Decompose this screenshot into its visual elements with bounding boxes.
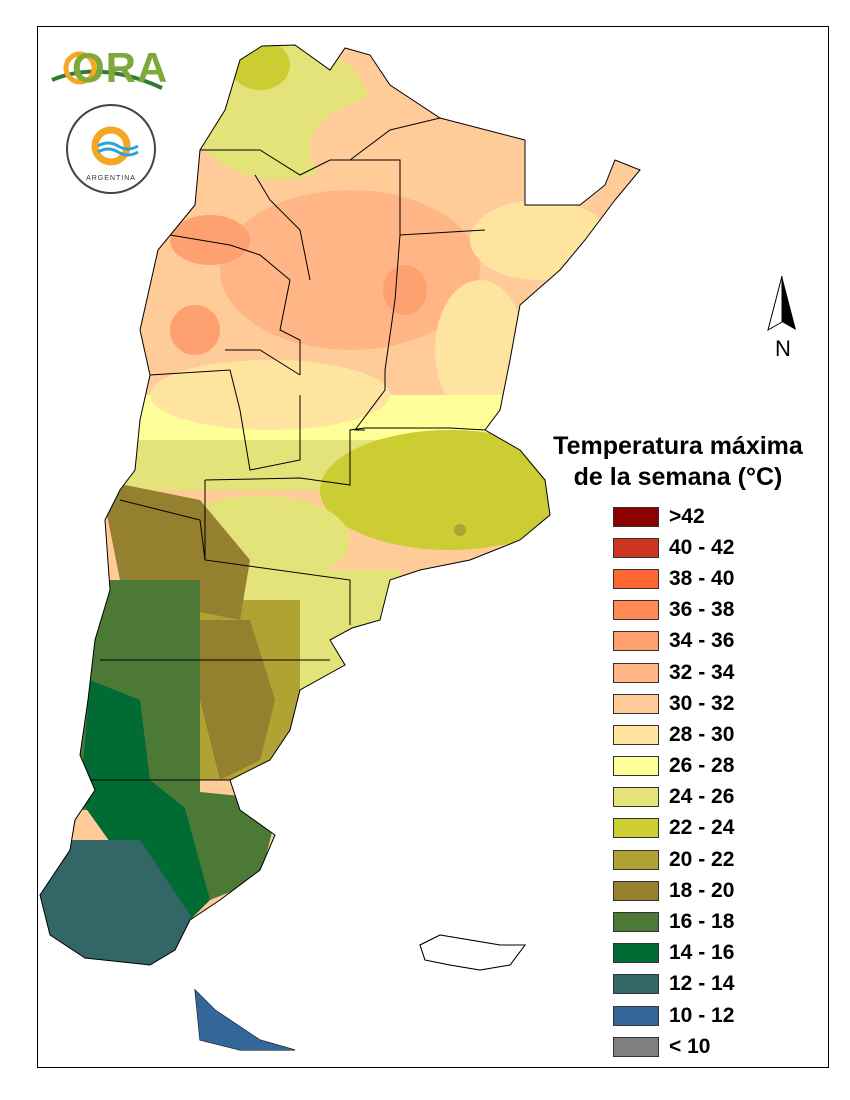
ora-swoosh-icon [51, 51, 163, 90]
legend-item: 34 - 36 [613, 626, 813, 657]
legend-swatch [613, 662, 659, 683]
map-frame [37, 26, 829, 1068]
legend-item: 12 - 14 [613, 969, 813, 1000]
legend-label: 34 - 36 [669, 629, 735, 653]
legend: Temperatura máxima de la semana (°C) >42… [543, 431, 813, 1062]
legend-swatch [613, 1005, 659, 1026]
legend-item: 24 - 26 [613, 782, 813, 813]
legend-label: 38 - 40 [669, 566, 735, 590]
legend-label: 36 - 38 [669, 598, 735, 622]
legend-item: 28 - 30 [613, 719, 813, 750]
legend-item: 32 - 34 [613, 657, 813, 688]
north-label: N [775, 336, 791, 361]
ora-logo: ORA [50, 40, 169, 100]
legend-swatch [613, 506, 659, 527]
legend-list: >42 40 - 42 38 - 40 36 - 38 34 - 36 32 - 34 30… [613, 501, 813, 1062]
legend-swatch [613, 631, 659, 652]
legend-title-line2: de la semana (°C) [573, 463, 783, 491]
legend-item: 16 - 18 [613, 906, 813, 937]
legend-swatch [613, 787, 659, 808]
smn-wave-icon [91, 126, 139, 166]
legend-label: 18 - 20 [669, 878, 735, 902]
legend-swatch [613, 600, 659, 621]
ora-logo-text: ORA [72, 44, 169, 91]
legend-swatch [613, 1036, 659, 1057]
legend-item: 26 - 28 [613, 751, 813, 782]
legend-item: 18 - 20 [613, 875, 813, 906]
legend-item: 36 - 38 [613, 595, 813, 626]
legend-label: 10 - 12 [669, 1003, 735, 1027]
legend-label: 12 - 14 [669, 972, 735, 996]
legend-label: 40 - 42 [669, 535, 735, 559]
legend-swatch [613, 537, 659, 558]
legend-item: 30 - 32 [613, 688, 813, 719]
legend-item: 38 - 40 [613, 563, 813, 594]
legend-label: 16 - 18 [669, 910, 735, 934]
smn-logo: ARGENTINA [66, 104, 156, 194]
legend-swatch [613, 849, 659, 870]
legend-label: 22 - 24 [669, 816, 735, 840]
legend-label: 28 - 30 [669, 722, 735, 746]
legend-swatch [613, 724, 659, 745]
legend-swatch [613, 974, 659, 995]
legend-title: Temperatura máxima de la semana (°C) [543, 431, 813, 493]
legend-label: 32 - 34 [669, 660, 735, 684]
north-arrow-icon [767, 275, 796, 332]
legend-swatch [613, 568, 659, 589]
legend-swatch [613, 912, 659, 933]
smn-logo-text: ARGENTINA [86, 175, 136, 182]
legend-label: 24 - 26 [669, 785, 735, 809]
legend-label: 30 - 32 [669, 691, 735, 715]
north-arrow: N [760, 274, 806, 364]
smn-emblem: ARGENTINA [66, 104, 156, 194]
legend-swatch [613, 693, 659, 714]
legend-item: < 10 [613, 1031, 813, 1062]
legend-item: 22 - 24 [613, 813, 813, 844]
legend-label: 26 - 28 [669, 754, 735, 778]
legend-label: < 10 [669, 1034, 711, 1058]
legend-title-line1: Temperatura máxima [553, 432, 803, 460]
legend-swatch [613, 943, 659, 964]
legend-label: >42 [669, 504, 705, 528]
legend-item: >42 [613, 501, 813, 532]
legend-item: 40 - 42 [613, 532, 813, 563]
legend-swatch [613, 756, 659, 777]
legend-label: 14 - 16 [669, 941, 735, 965]
legend-item: 10 - 12 [613, 1000, 813, 1031]
legend-label: 20 - 22 [669, 847, 735, 871]
legend-item: 20 - 22 [613, 844, 813, 875]
legend-item: 14 - 16 [613, 938, 813, 969]
legend-swatch [613, 880, 659, 901]
legend-swatch [613, 818, 659, 839]
